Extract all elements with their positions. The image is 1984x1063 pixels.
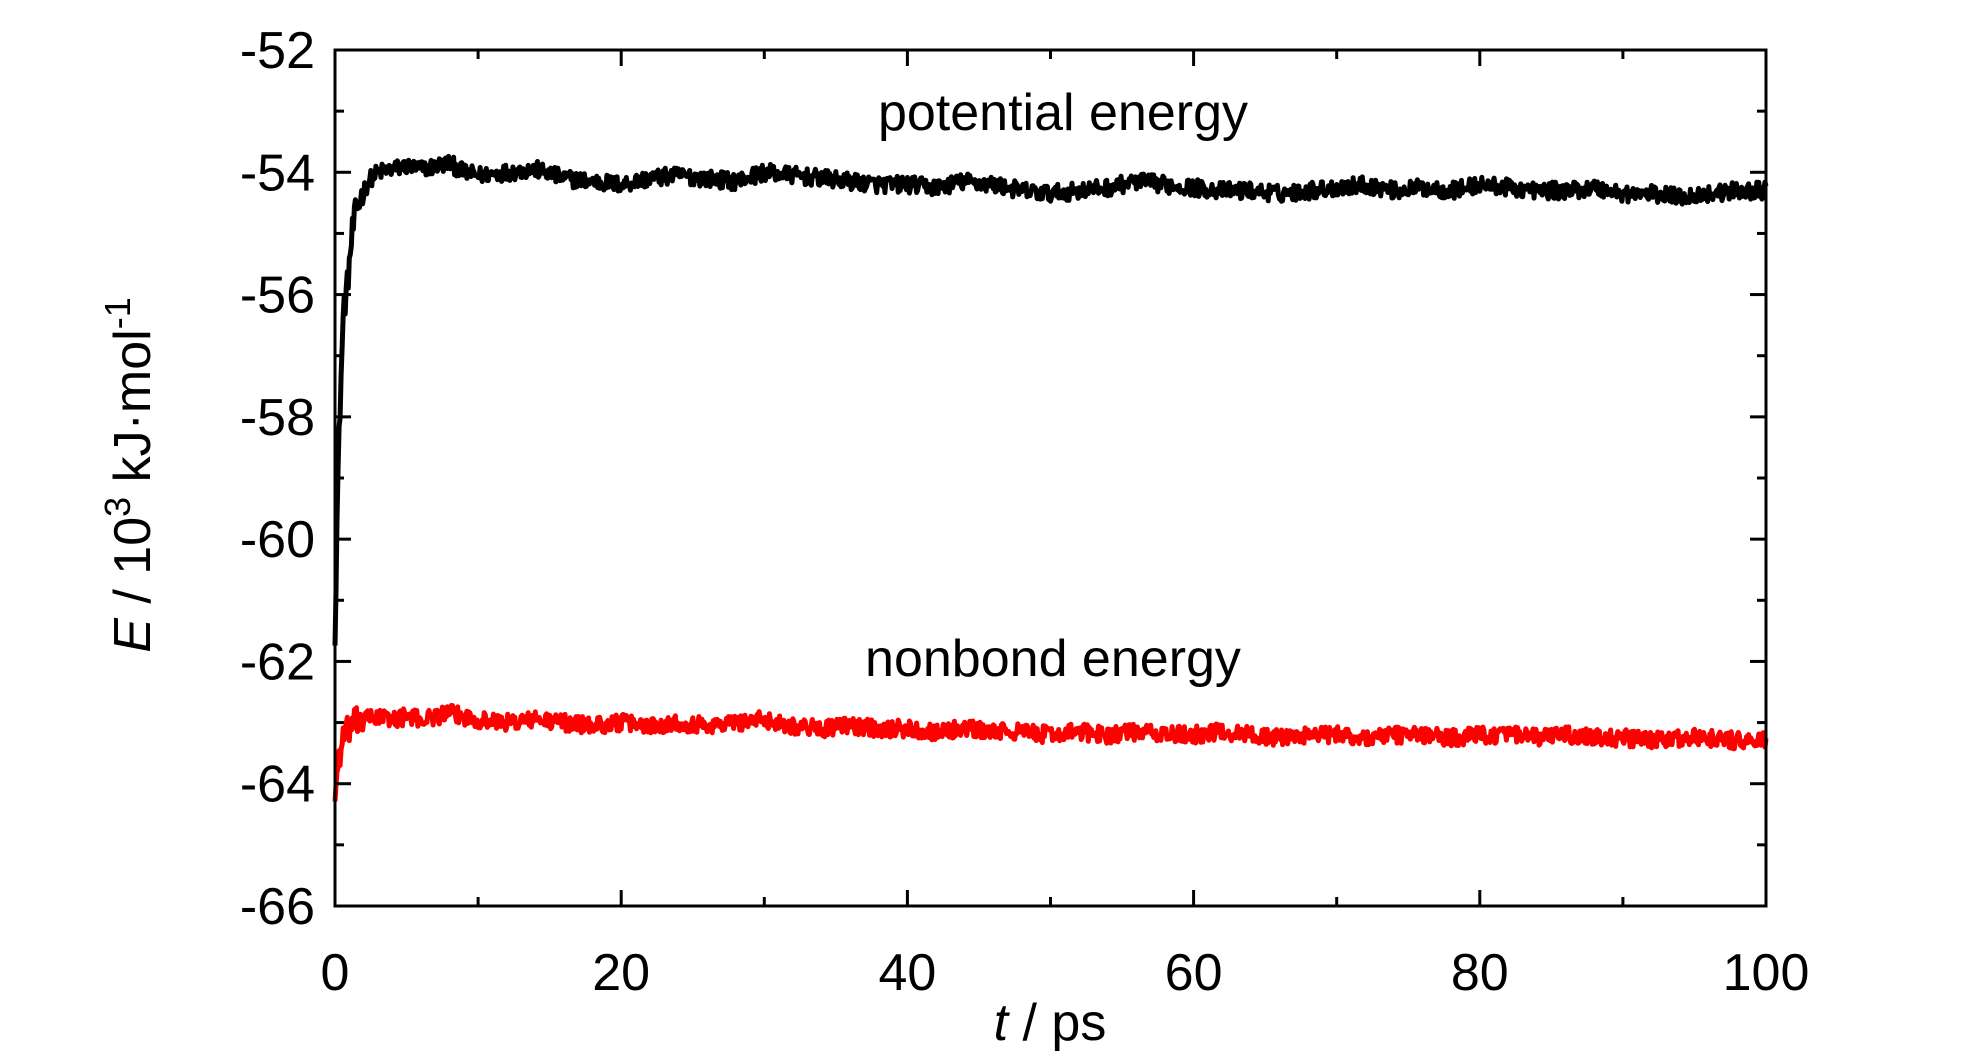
x-tick-label: 20 bbox=[592, 944, 650, 1002]
series-line-0 bbox=[332, 153, 1769, 646]
y-tick-label: -64 bbox=[240, 756, 315, 814]
x-tick-label: 80 bbox=[1451, 944, 1509, 1002]
x-tick-label: 0 bbox=[321, 944, 350, 1002]
x-tick-label: 40 bbox=[878, 944, 936, 1002]
y-tick-label: -62 bbox=[240, 633, 315, 691]
y-tick-label: -58 bbox=[240, 389, 315, 447]
y-tick-label: -66 bbox=[240, 878, 315, 936]
series-layer bbox=[332, 153, 1769, 802]
annotation-nonbond-energy: nonbond energy bbox=[865, 630, 1241, 688]
y-axis-ticks: -66 -64 -62 -60 -58 -56 -54 -52 bbox=[240, 22, 1766, 936]
y-tick-label: -56 bbox=[240, 267, 315, 325]
y-tick-label: -54 bbox=[240, 144, 315, 202]
series-line-1 bbox=[332, 702, 1769, 802]
y-tick-label: -52 bbox=[240, 22, 315, 80]
x-axis-label: t / ps bbox=[994, 994, 1107, 1052]
x-axis-ticks: 0 20 40 60 80 100 bbox=[321, 50, 1810, 1002]
x-tick-label: 100 bbox=[1723, 944, 1810, 1002]
y-axis-label-group: E / 103 kJ·mol-1 bbox=[97, 297, 162, 652]
y-tick-label: -60 bbox=[240, 511, 315, 569]
y-axis-label: E / 103 kJ·mol-1 bbox=[97, 297, 162, 652]
annotation-potential-energy: potential energy bbox=[878, 84, 1248, 142]
x-tick-label: 60 bbox=[1165, 944, 1223, 1002]
